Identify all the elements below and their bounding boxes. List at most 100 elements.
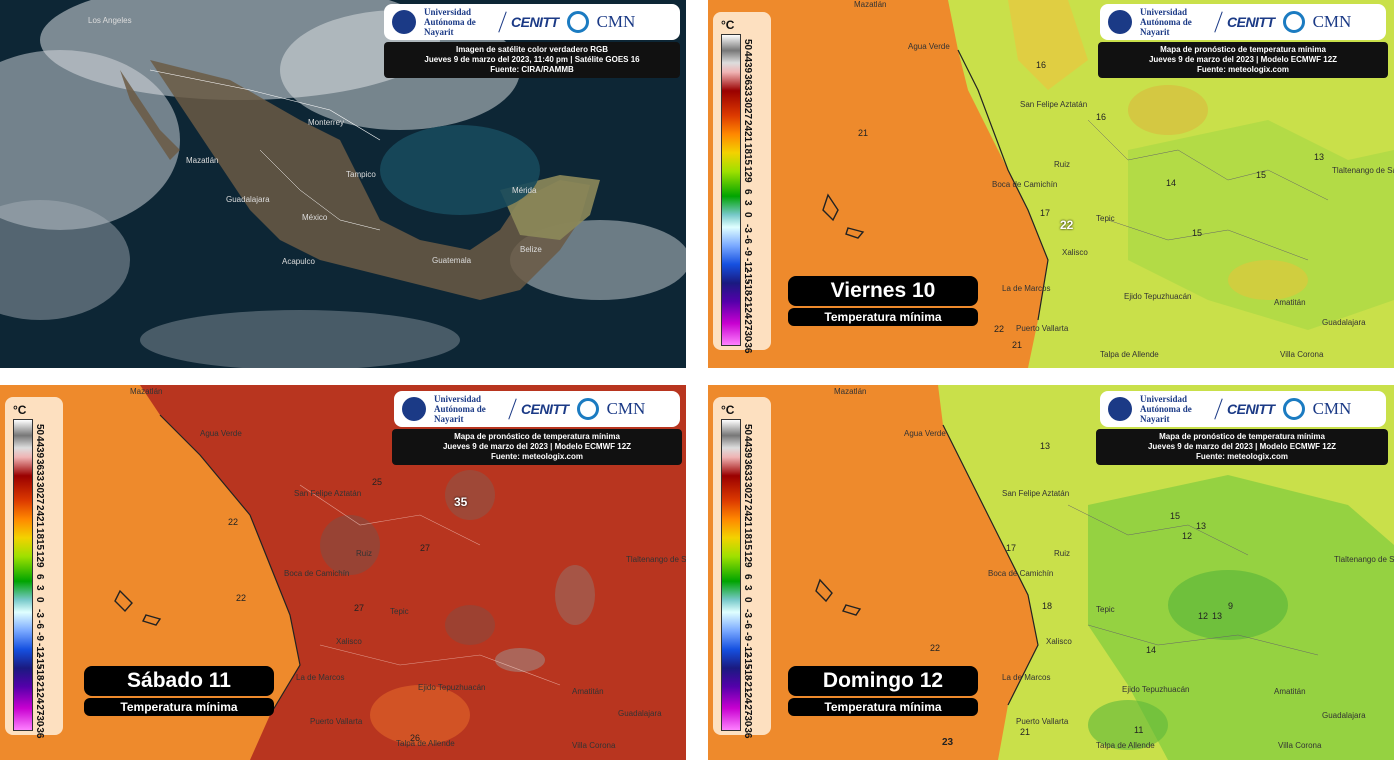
forecast-caption: Mapa de pronóstico de temperatura mínima… (1096, 429, 1388, 465)
caption-line: Jueves 9 de marzo del 2023 | Modelo ECMW… (1148, 55, 1338, 64)
temp-value: 15 (1256, 170, 1267, 180)
legend-tick: -36 (742, 338, 753, 354)
temp-value: 17 (1040, 208, 1051, 218)
place-label: México (302, 213, 328, 222)
place-label: Belize (520, 245, 542, 254)
cmn-swirl-icon (576, 398, 599, 420)
place-label: Guadalajara (618, 709, 662, 718)
caption-line: Jueves 9 de marzo del 2023 | Modelo ECMW… (1147, 442, 1337, 451)
place-label: Mazatlán (834, 387, 867, 396)
place-label: Puerto Vallarta (1016, 324, 1069, 333)
place-label: Talpa de Allende (1096, 741, 1155, 750)
day-label: Viernes 10 Temperatura mínima (788, 276, 978, 326)
cenitt-logo: CENITT (1227, 14, 1275, 30)
divider (498, 11, 507, 33)
caption-line: Mapa de pronóstico de temperatura mínima (1160, 45, 1326, 54)
place-label: Boca de Camichín (284, 569, 350, 578)
temp-value: 22 (994, 324, 1005, 334)
day-subtitle: Temperatura mínima (788, 308, 978, 326)
temp-value: 21 (1012, 340, 1023, 350)
place-label: Xalisco (1062, 248, 1088, 257)
legend-tick: -36 (34, 723, 45, 739)
university-logo: Universidad Autónoma de Nayarit (1140, 7, 1192, 37)
logo-bar: Universidad Autónoma de Nayarit CENITT C… (1100, 4, 1386, 40)
place-label: San Felipe Aztatán (294, 489, 362, 498)
place-label: Tepic (1096, 214, 1115, 223)
day-subtitle: Temperatura mínima (84, 698, 274, 716)
legend-color-scale (13, 419, 33, 731)
forecast-caption: Mapa de pronóstico de temperatura mínima… (392, 429, 682, 465)
place-label: Los Angeles (88, 16, 132, 25)
temperature-legend: °C 50 44 39 36 33 30 27 24 21 18 15 12 9… (5, 397, 63, 738)
place-label: La de Marcos (1002, 673, 1051, 682)
place-label: Amatitán (1274, 298, 1306, 307)
temp-value: 13 (1196, 521, 1207, 531)
satellite-caption: Imagen de satélite color verdadero RGB J… (384, 42, 680, 78)
logo-bar: Universidad Autónoma de Nayarit CENITT C… (1100, 391, 1386, 427)
forecast-panel-viernes: °C 50 44 39 36 33 30 27 24 21 18 15 12 9… (708, 0, 1394, 368)
place-label: Villa Corona (1278, 741, 1322, 750)
caption-line: Jueves 9 de marzo del 2023 | Modelo ECMW… (442, 442, 632, 451)
forecast-panel-sabado: °C 50 44 39 36 33 30 27 24 21 18 15 12 9… (0, 385, 686, 760)
cenitt-logo: CENITT (521, 401, 569, 417)
legend-tick: -36 (742, 723, 753, 739)
temperature-map (0, 385, 686, 760)
university-logo: Universidad Autónoma de Nayarit (1140, 394, 1192, 424)
place-label: Tepic (390, 607, 409, 616)
place-label: Acapulco (282, 257, 315, 266)
day-title: Viernes 10 (788, 276, 978, 306)
legend-color-scale (721, 419, 741, 731)
place-label: Monterrey (308, 118, 345, 127)
temp-value: 17 (1006, 543, 1017, 553)
temp-value: 13 (1314, 152, 1325, 162)
temp-value: 25 (372, 477, 383, 487)
legend-unit: °C (721, 18, 735, 32)
cmn-swirl-icon (1282, 11, 1305, 33)
cenitt-logo: CENITT (1227, 401, 1275, 417)
temp-value: 13 (1212, 611, 1223, 621)
cmn-swirl-icon (1282, 398, 1305, 420)
divider (1214, 398, 1223, 420)
legend-color-scale (721, 34, 741, 346)
place-label: Boca de Camichín (988, 569, 1054, 578)
day-label: Sábado 11 Temperatura mínima (84, 666, 274, 716)
place-label: Talpa de Allende (1100, 350, 1159, 359)
place-label: Guadalajara (1322, 318, 1366, 327)
temp-value: 23 (942, 737, 954, 748)
temp-value: 27 (354, 603, 365, 613)
temp-value: 21 (1020, 727, 1031, 737)
legend-unit: °C (13, 403, 27, 417)
legend-ticks: 50 44 39 36 33 30 27 24 21 18 15 12 9 6 … (33, 419, 61, 738)
cmn-logo: CMN (1312, 399, 1352, 418)
caption-line: Imagen de satélite color verdadero RGB (455, 45, 609, 54)
legend-ticks: 50 44 39 36 33 30 27 24 21 18 15 12 9 6 … (741, 34, 769, 353)
place-label: Amatitán (572, 687, 604, 696)
temp-value: 21 (858, 128, 869, 138)
caption-line: Fuente: meteologix.com (490, 452, 583, 461)
temperature-legend: °C 50 44 39 36 33 30 27 24 21 18 15 12 9… (713, 397, 771, 738)
temp-value: 35 (454, 495, 468, 509)
place-label: Boca de Camichín (992, 180, 1058, 189)
place-label: Mérida (512, 186, 537, 195)
place-label: Xalisco (336, 637, 362, 646)
caption-line: Mapa de pronóstico de temperatura mínima (1159, 432, 1325, 441)
temp-value: 22 (236, 593, 247, 603)
temp-value: 15 (1192, 228, 1203, 238)
cmn-logo: CMN (606, 399, 646, 418)
temp-value: 16 (1036, 60, 1047, 70)
place-label: La de Marcos (1002, 284, 1051, 293)
place-label: Tlaltenango de Sánchez Román (626, 555, 686, 564)
legend-unit: °C (721, 403, 735, 417)
temp-value: 13 (1040, 441, 1051, 451)
logo-bar: Universidad Autónoma de Nayarit CENITT C… (394, 391, 680, 427)
temp-value: 9 (1228, 601, 1234, 611)
place-label: Guatemala (432, 256, 472, 265)
place-label: Talpa de Allende (396, 739, 455, 748)
cmn-logo: CMN (1312, 12, 1352, 31)
divider (508, 398, 517, 420)
place-label: Mazatlán (186, 156, 219, 165)
university-logo: Universidad Autónoma de Nayarit (424, 7, 476, 37)
place-label: La de Marcos (296, 673, 345, 682)
forecast-panel-domingo: °C 50 44 39 36 33 30 27 24 21 18 15 12 9… (708, 385, 1394, 760)
place-label: Tampico (346, 170, 376, 179)
